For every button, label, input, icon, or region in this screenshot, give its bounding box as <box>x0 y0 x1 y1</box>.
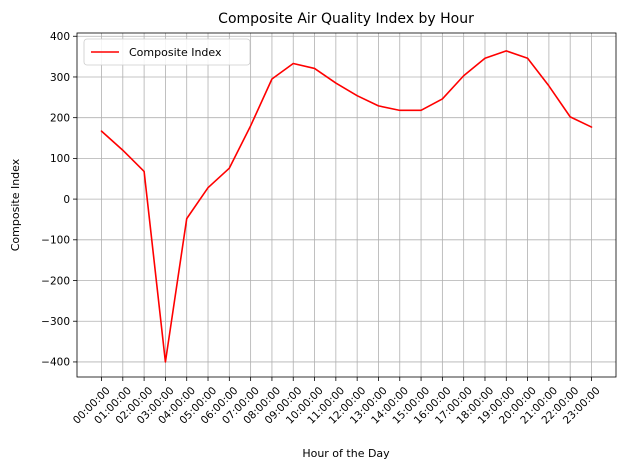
legend-label: Composite Index <box>129 46 222 59</box>
tick-layer: 00:00:0001:00:0002:00:0003:00:0004:00:00… <box>41 31 603 427</box>
plot-frame <box>76 32 617 378</box>
chart-title: Composite Air Quality Index by Hour <box>218 11 474 27</box>
y-tick-label: 100 <box>50 153 70 165</box>
legend: Composite Index <box>83 38 251 66</box>
legend-box <box>83 38 251 66</box>
series-layer <box>100 50 593 363</box>
y-tick-label: −100 <box>41 235 70 247</box>
y-tick-label: 200 <box>50 112 70 124</box>
x-axis-label: Hour of the Day <box>302 447 390 460</box>
y-tick-label: −400 <box>41 357 70 369</box>
grid-layer <box>77 33 616 377</box>
y-tick-label: −200 <box>41 275 70 287</box>
y-axis-label: Composite Index <box>9 158 22 251</box>
y-tick-label: 0 <box>63 194 70 206</box>
y-tick-label: 300 <box>50 72 70 84</box>
y-tick-label: −300 <box>41 316 70 328</box>
y-tick-label: 400 <box>50 31 70 43</box>
series-line-composite-index <box>100 50 593 363</box>
